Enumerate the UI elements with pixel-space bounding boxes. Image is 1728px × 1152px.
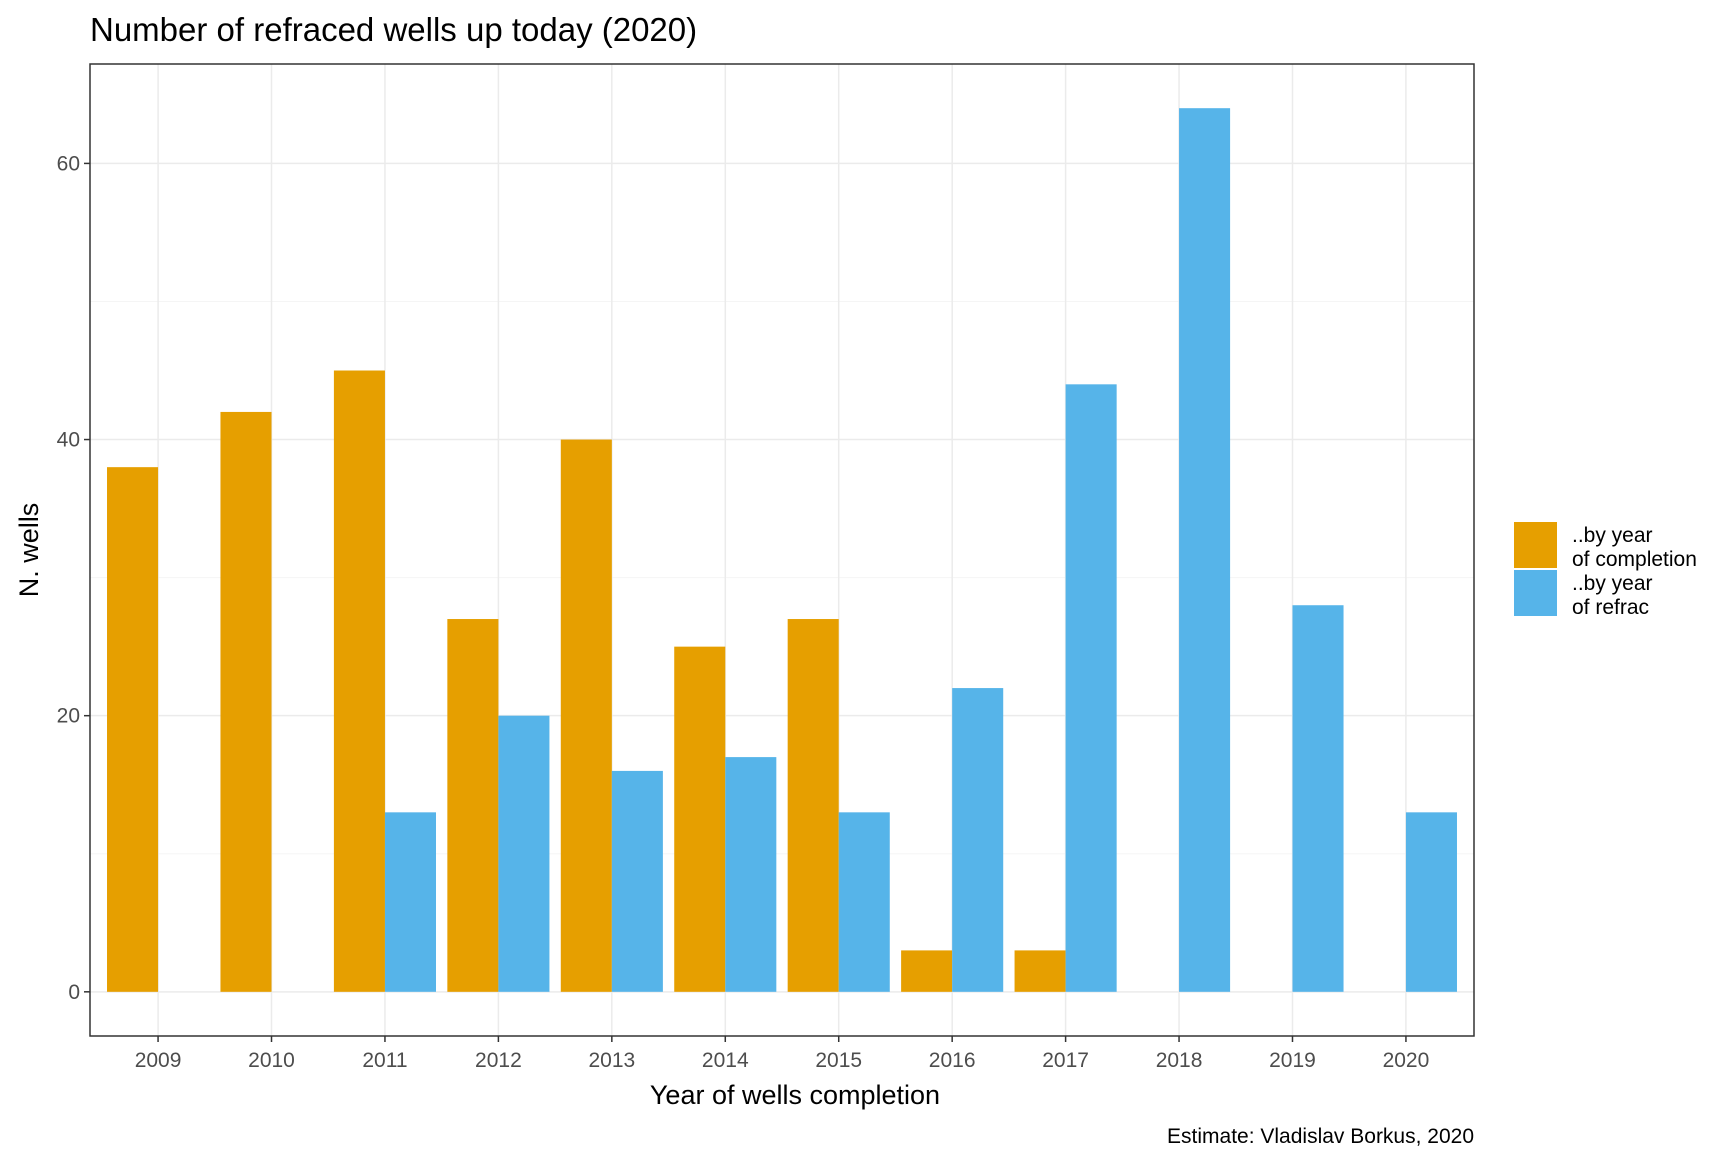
bar-completion-2009 — [107, 467, 159, 992]
legend-label-refrac: of refrac — [1572, 596, 1649, 619]
bar-completion-2011 — [333, 370, 385, 992]
x-axis-title: Year of wells completion — [650, 1080, 940, 1110]
legend-label-refrac: ..by year — [1572, 572, 1653, 595]
bar-completion-2014 — [674, 646, 726, 992]
bar-refrac-2013 — [611, 770, 663, 992]
bar-refrac-2020 — [1405, 812, 1457, 992]
bar-refrac-2016 — [952, 688, 1004, 992]
legend-label-completion: of completion — [1572, 548, 1697, 571]
legend-label-completion: ..by year — [1572, 524, 1653, 547]
y-axis: 0 20 40 60 — [57, 152, 90, 1004]
bar-completion-2016 — [901, 950, 953, 992]
y-axis-title: N. wells — [14, 503, 44, 598]
legend-key-refrac — [1514, 570, 1557, 616]
bar-refrac-2015 — [838, 812, 890, 992]
bar-refrac-2012 — [498, 715, 550, 992]
chart-caption: Estimate: Vladislav Borkus, 2020 — [1167, 1125, 1474, 1148]
bars — [107, 108, 1457, 992]
x-tick-label: 2012 — [475, 1049, 522, 1072]
chart-title: Number of refraced wells up today (2020) — [90, 11, 697, 48]
y-tick-label: 40 — [57, 429, 80, 452]
x-tick-label: 2019 — [1269, 1049, 1316, 1072]
x-tick-label: 2015 — [815, 1049, 862, 1072]
y-tick-label: 0 — [68, 981, 80, 1004]
bar-refrac-2011 — [384, 812, 436, 992]
bar-completion-2012 — [447, 619, 499, 992]
x-tick-label: 2011 — [362, 1049, 407, 1072]
y-tick-label: 60 — [57, 152, 80, 175]
bar-completion-2017 — [1014, 950, 1066, 992]
x-tick-label: 2017 — [1042, 1049, 1089, 1072]
x-tick-label: 2016 — [929, 1049, 976, 1072]
bar-completion-2015 — [787, 619, 839, 992]
bar-refrac-2019 — [1292, 605, 1344, 992]
x-tick-label: 2013 — [588, 1049, 635, 1072]
x-tick-label: 2010 — [248, 1049, 295, 1072]
x-axis: 2009 2010 2011 2012 2013 2014 2015 2016 2017 2018… — [135, 1036, 1430, 1072]
bar-refrac-2018 — [1179, 108, 1231, 992]
bar-refrac-2014 — [725, 757, 777, 992]
bar-completion-2013 — [560, 439, 612, 992]
legend-key-completion — [1514, 522, 1557, 568]
x-tick-label: 2014 — [702, 1049, 749, 1072]
x-tick-label: 2018 — [1156, 1049, 1203, 1072]
x-tick-label: 2009 — [135, 1049, 182, 1072]
x-tick-label: 2020 — [1383, 1049, 1430, 1072]
plot-panel-border — [89, 63, 1475, 1037]
y-tick-label: 20 — [57, 705, 80, 728]
bar-refrac-2017 — [1065, 384, 1117, 992]
bar-completion-2010 — [220, 411, 272, 992]
